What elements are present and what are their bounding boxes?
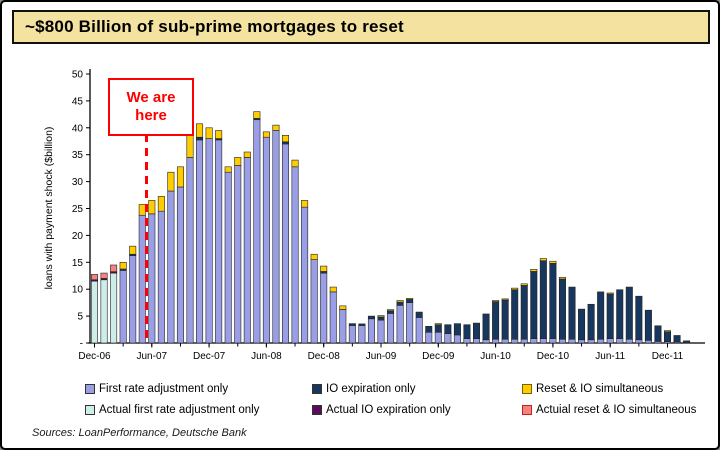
svg-text:Jun-07: Jun-07 — [137, 351, 168, 362]
svg-text:45: 45 — [72, 96, 84, 107]
legend-item-reset-io-simultaneous: Reset & IO simultaneous — [522, 383, 663, 395]
svg-text:Jun-08: Jun-08 — [251, 351, 282, 362]
svg-text:Dec-08: Dec-08 — [308, 351, 341, 362]
sources-note: Sources: LoanPerformance, Deutsche Bank — [32, 427, 247, 439]
svg-text:Jun-11: Jun-11 — [595, 351, 625, 362]
svg-text:25: 25 — [72, 204, 84, 215]
page-title: ~$800 Billion of sub-prime mortgages to … — [25, 17, 404, 36]
svg-text:-: - — [80, 339, 83, 350]
we-are-here-annotation: We are here — [108, 78, 194, 136]
svg-text:20: 20 — [72, 231, 84, 242]
svg-text:Dec-11: Dec-11 — [652, 351, 684, 362]
svg-text:Dec-09: Dec-09 — [422, 351, 455, 362]
legend-row-2: Actual first rate adjustment only Actual… — [2, 399, 718, 420]
svg-text:Dec-07: Dec-07 — [193, 351, 226, 362]
actual-io-expiration-swatch — [312, 404, 322, 415]
svg-text:5: 5 — [77, 312, 83, 323]
legend-row-1: First rate adjustment only IO expiration… — [2, 378, 718, 399]
io-expiration-swatch — [312, 383, 322, 394]
reset-io-simultaneous-swatch — [522, 383, 532, 394]
svg-text:30: 30 — [72, 177, 84, 188]
we-are-here-marker-line — [145, 134, 148, 343]
svg-text:40: 40 — [72, 123, 84, 134]
legend-item-actual-reset-io-simultaneous: Actuial reset & IO simultaneous — [522, 404, 696, 416]
svg-text:10: 10 — [72, 285, 84, 296]
svg-text:35: 35 — [72, 150, 84, 161]
legend-item-io-expiration: IO expiration only — [312, 383, 522, 395]
actual-reset-io-simultaneous-swatch — [522, 404, 532, 415]
legend-item-first-rate-adjustment: First rate adjustment only — [85, 383, 312, 395]
actual-first-rate-adjustment-swatch — [85, 404, 95, 415]
svg-text:Jun-10: Jun-10 — [480, 351, 511, 362]
reset-schedule-chart: - 5 10 15 20 25 30 35 40 45 50 Dec-06 Jun-07 Dec-07 Ju… — [43, 69, 705, 363]
bars-group — [91, 111, 691, 344]
title-banner: ~$800 Billion of sub-prime mortgages to … — [12, 10, 710, 44]
first-rate-adjustment-swatch — [85, 383, 95, 394]
svg-text:Dec-10: Dec-10 — [537, 351, 570, 362]
svg-text:50: 50 — [72, 70, 84, 81]
legend-item-actual-first-rate-adjustment: Actual first rate adjustment only — [85, 404, 312, 416]
chart-legend: First rate adjustment only IO expiration… — [2, 378, 718, 420]
axis-labels-group: - 5 10 15 20 25 30 35 40 45 50 Dec-06 Jun-07 Dec-07 Ju… — [43, 70, 684, 363]
legend-item-actual-io-expiration: Actual IO expiration only — [312, 404, 522, 416]
svg-text:loans with payment shock ($bil: loans with payment shock ($billion) — [43, 127, 55, 290]
we-are-here-text: We are here — [126, 89, 176, 124]
svg-text:15: 15 — [72, 258, 84, 269]
svg-text:Dec-06: Dec-06 — [78, 351, 111, 362]
svg-text:Jun-09: Jun-09 — [366, 351, 397, 362]
